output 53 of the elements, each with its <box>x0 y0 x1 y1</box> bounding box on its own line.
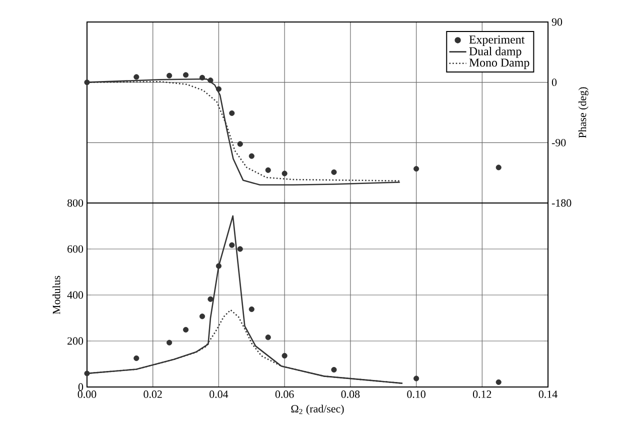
point <box>208 296 214 302</box>
y-axis-title: Phase (deg) <box>578 87 588 138</box>
y-tick-label: 600 <box>68 245 84 253</box>
point <box>182 326 189 333</box>
point <box>248 306 254 312</box>
x-tick-label: 0.02 <box>144 390 162 398</box>
x-axis-title: Ω$_{2}$ (rad/sec) <box>291 404 344 415</box>
x-tick-label: 0.14 <box>538 390 558 398</box>
point <box>282 170 288 176</box>
point <box>229 110 235 116</box>
point <box>229 242 235 248</box>
point <box>331 366 337 373</box>
y-tick-label: 0 <box>552 78 557 86</box>
point <box>84 370 90 376</box>
y-tick-label: 0 <box>78 383 84 391</box>
y-tick-label: 200 <box>68 337 84 345</box>
point <box>216 86 222 92</box>
y-tick-label: 400 <box>67 291 84 299</box>
y-axis-title: Modulus <box>52 276 60 314</box>
point <box>199 314 206 320</box>
point <box>414 376 420 382</box>
point <box>414 166 420 172</box>
x-tick-label: 0.00 <box>78 390 96 398</box>
point <box>237 246 243 252</box>
x-tick-label: 0.08 <box>341 390 360 398</box>
point <box>265 334 271 340</box>
point <box>496 379 502 385</box>
point <box>216 263 222 269</box>
point <box>183 72 189 78</box>
x-tick-label: 0.10 <box>407 390 426 398</box>
point <box>208 78 214 84</box>
x-tick-label: 0.04 <box>210 390 228 398</box>
y-tick-label: 90 <box>552 18 562 26</box>
point <box>496 164 502 170</box>
legend-label: Experiment <box>469 36 525 46</box>
point <box>84 80 90 86</box>
point <box>134 74 140 80</box>
point <box>134 355 140 362</box>
x-tick-label: 0.06 <box>275 390 294 398</box>
point <box>282 352 288 359</box>
legend-label: Mono Damp <box>469 58 530 70</box>
x-tick-label: 0.12 <box>472 390 492 398</box>
point <box>166 340 172 346</box>
point <box>248 153 254 159</box>
point <box>166 72 172 78</box>
point <box>237 141 243 147</box>
y-tick-label: 800 <box>67 199 84 207</box>
y-tick-label: -180 <box>552 199 572 207</box>
legend-label: Dual damp <box>469 46 522 58</box>
y-tick-label: -90 <box>552 138 566 146</box>
point <box>331 169 337 175</box>
point <box>199 74 206 80</box>
point <box>265 167 271 173</box>
